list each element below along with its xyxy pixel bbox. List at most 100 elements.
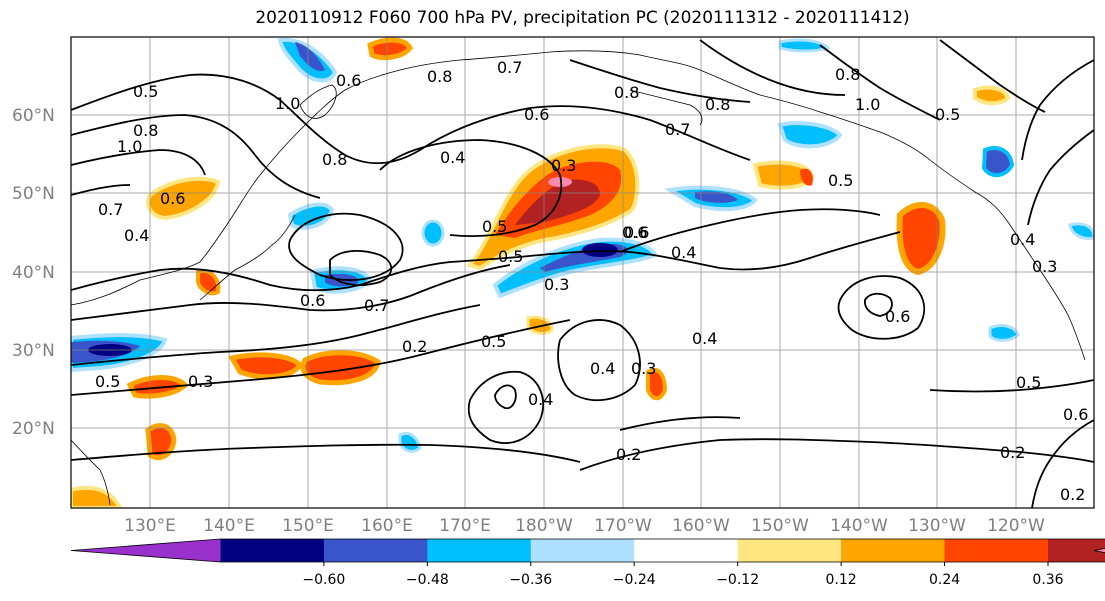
- colorbar-segment: [323, 539, 428, 562]
- precip-positive-corner: [71, 485, 123, 508]
- precip-negative-gulf-core: [695, 191, 738, 203]
- precip-positive-peak: [548, 177, 572, 187]
- lat-label-40n: 40°N: [12, 263, 55, 283]
- contour-label: 0.6: [524, 105, 549, 124]
- precip-negative-top-right: [778, 38, 831, 53]
- contour-label: 0.8: [835, 65, 860, 84]
- lon-label: 150°W: [751, 516, 809, 536]
- contour-label: 0.4: [124, 226, 149, 245]
- contour-label: 0.5: [1016, 373, 1041, 392]
- lon-label: 160°W: [672, 516, 730, 536]
- lon-label: 170°W: [594, 516, 652, 536]
- contour-label: 0.6: [160, 189, 185, 208]
- contour-label: 0.8: [427, 67, 452, 86]
- lon-label: 120°W: [987, 516, 1045, 536]
- contour-label: 0.6: [624, 223, 649, 242]
- contour-label: 0.4: [1010, 230, 1035, 249]
- precip-positive-ne-pacific: [896, 202, 946, 276]
- colorbar-outline: [70, 538, 1105, 563]
- contour-label: 0.5: [498, 247, 523, 266]
- contour-label: 0.3: [544, 275, 569, 294]
- colorbar-tick-label: −0.24: [613, 572, 656, 588]
- contour-label: 0.8: [614, 83, 639, 102]
- contour-label: 0.5: [481, 332, 506, 351]
- lat-label-60n: 60°N: [12, 106, 55, 126]
- contour-label: 0.2: [616, 445, 641, 464]
- lon-label: 160°E: [361, 516, 413, 536]
- contour-label: 0.5: [133, 82, 158, 101]
- contour-label: 0.6: [300, 291, 325, 310]
- contour-label: 1.0: [275, 94, 300, 113]
- precip-shading: [71, 37, 1094, 508]
- colorbar-segment: [841, 539, 946, 562]
- contour-label: 0.5: [95, 372, 120, 391]
- colorbar-segment: [944, 539, 1049, 562]
- colorbar-segment: [737, 539, 842, 562]
- lon-label: 140°W: [830, 516, 888, 536]
- precip-negative-hawaii: [398, 432, 422, 453]
- lon-label: 140°E: [203, 516, 255, 536]
- graticule: [71, 37, 1094, 508]
- colorbar-tick-label: −0.60: [302, 572, 345, 588]
- colorbar-segment: [634, 539, 739, 562]
- coastlines: [71, 50, 1086, 506]
- colorbar-segment: [220, 539, 325, 562]
- precip-positive-south-japan: [228, 352, 304, 380]
- contour-label: 0.6: [1063, 405, 1088, 424]
- lat-label-30n: 30°N: [12, 341, 55, 361]
- colorbar-tick-label: 0.36: [1032, 572, 1063, 588]
- contour-label: 0.5: [935, 105, 960, 124]
- precip-negative-east-small: [988, 324, 1020, 342]
- precip-positive-china: [196, 269, 221, 296]
- colorbar-tick-label: −0.12: [716, 572, 759, 588]
- contour-label: 0.8: [322, 150, 347, 169]
- map-plot-area: [71, 37, 1094, 508]
- contour-label: 0.5: [482, 217, 507, 236]
- contour-label: 0.3: [188, 372, 213, 391]
- lon-label: 180°W: [515, 516, 573, 536]
- contour-label: 0.7: [497, 58, 522, 77]
- precip-negative-alaska: [777, 121, 843, 149]
- colorbar-extend-low: [71, 539, 221, 562]
- contour-label: 0.2: [1060, 485, 1085, 504]
- map-frame: [70, 36, 1095, 509]
- contour-label: 0.7: [364, 296, 389, 315]
- longitude-labels: 130°E 140°E 150°E 160°E 170°E 180°W 170°…: [124, 516, 1045, 536]
- precip-positive-kamchatka: [367, 37, 413, 61]
- contour-label: 0.7: [665, 120, 690, 139]
- contour-label: 0.2: [402, 337, 427, 356]
- contour-label: 0.4: [671, 243, 696, 262]
- contour-label: 0.6: [885, 307, 910, 326]
- precip-negative-max: [582, 243, 618, 257]
- precip-negative-bc: [981, 146, 1015, 178]
- precip-positive-hawaii: [646, 367, 668, 401]
- precip-negative-ring: [1068, 222, 1094, 240]
- lat-label-50n: 50°N: [12, 184, 55, 204]
- colorbar-segment: [427, 539, 532, 562]
- contour-label: 0.3: [631, 359, 656, 378]
- precip-positive-subtropic: [300, 350, 381, 386]
- contour-label: 0.2: [1000, 443, 1025, 462]
- lat-label-20n: 20°N: [12, 419, 55, 439]
- precip-positive-okhotsk: [146, 176, 221, 221]
- contour-label: 0.8: [705, 95, 730, 114]
- contour-label: 0.4: [590, 359, 615, 378]
- colorbar-extend-high: [1094, 548, 1105, 553]
- chart-title: 2020110912 F060 700 hPa PV, precipitatio…: [255, 8, 910, 28]
- colorbar-tick-label: 0.12: [826, 572, 857, 588]
- colorbar-segment: [1048, 539, 1105, 562]
- contour-label: 1.0: [855, 95, 880, 114]
- lon-label: 150°E: [282, 516, 334, 536]
- colorbar-tick-label: −0.36: [509, 572, 552, 588]
- contour-label: 0.7: [98, 200, 123, 219]
- precip-negative-kamchatka-core: [295, 42, 325, 72]
- contour-label: 0.3: [1032, 257, 1057, 276]
- precip-negative-small: [421, 219, 445, 247]
- precip-positive-alaska-north: [973, 85, 1011, 106]
- lon-label: 130°W: [908, 516, 966, 536]
- latitude-labels: 60°N 50°N 40°N 30°N 20°N: [12, 106, 55, 439]
- contour-label: 0.6: [622, 223, 647, 242]
- contour-label: 0.5: [828, 171, 853, 190]
- precip-positive-central-north: [800, 168, 813, 186]
